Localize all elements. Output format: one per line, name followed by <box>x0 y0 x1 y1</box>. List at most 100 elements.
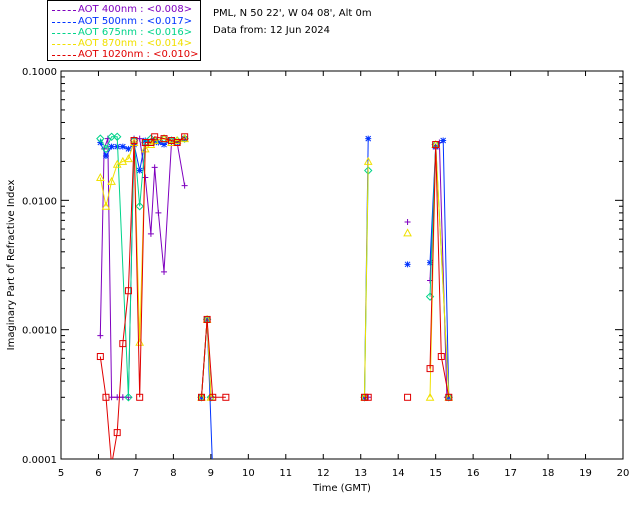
data-point-500nm <box>108 143 115 150</box>
legend-swatch <box>52 33 76 34</box>
y-tick-label: 0.1000 <box>22 67 57 78</box>
site-info: PML, N 50 22', W 04 08', Alt 0m <box>213 8 372 19</box>
x-axis-label: Time (GMT) <box>312 483 371 494</box>
x-tick-label: 14 <box>392 468 405 479</box>
data-point-870nm <box>118 156 128 165</box>
data-point-1020nm <box>109 462 115 468</box>
data-point-500nm <box>365 135 372 142</box>
data-point-500nm <box>136 167 143 174</box>
data-point-400nm <box>108 394 115 401</box>
data-point-1020nm <box>437 353 445 361</box>
series-line-1020nm <box>201 319 226 398</box>
x-tick-label: 17 <box>504 468 517 479</box>
data-point-500nm <box>102 153 109 160</box>
series-line-870nm <box>99 138 185 343</box>
data-point-870nm <box>107 176 116 185</box>
data-point-1020nm <box>130 137 138 145</box>
x-tick-label: 10 <box>242 468 255 479</box>
data-point-400nm <box>155 209 162 216</box>
data-point-1020nm <box>360 393 368 401</box>
data-point-1020nm <box>364 393 372 401</box>
data-point-500nm <box>181 135 188 142</box>
data-point-870nm <box>167 137 176 147</box>
data-point-1020nm <box>119 340 127 348</box>
series-400nm <box>97 135 450 401</box>
data-point-675nm <box>124 393 133 402</box>
data-point-1020nm <box>181 133 189 141</box>
data-point-675nm <box>180 134 189 143</box>
data-point-870nm <box>112 159 122 168</box>
data-point-675nm <box>112 132 122 141</box>
data-point-870nm <box>403 228 412 237</box>
data-point-400nm <box>136 135 143 142</box>
y-tick-label: 0.0010 <box>22 326 57 337</box>
data-point-1020nm <box>96 353 104 361</box>
data-point-675nm <box>159 134 169 143</box>
series-line-500nm <box>429 139 450 398</box>
x-tick-label: 11 <box>279 468 292 479</box>
data-point-1020nm <box>136 393 144 401</box>
data-point-1020nm <box>147 139 155 147</box>
legend-swatch <box>52 44 76 45</box>
x-tick-label: 18 <box>542 468 555 479</box>
x-tick-label: 20 <box>617 468 630 479</box>
data-point-870nm <box>146 139 156 149</box>
x-tick-label: 19 <box>579 468 592 479</box>
data-point-1020nm <box>124 287 132 295</box>
data-point-400nm <box>404 218 411 225</box>
data-point-1020nm <box>209 393 217 401</box>
x-tick-label: 6 <box>95 468 101 479</box>
data-point-400nm <box>142 174 149 181</box>
legend-entry-400nm: AOT 400nm : <0.008> <box>78 4 193 15</box>
data-point-500nm <box>119 143 126 150</box>
data-point-870nm <box>172 135 182 145</box>
x-tick-label: 8 <box>170 468 176 479</box>
data-date: Data from: 12 Jun 2024 <box>213 25 331 36</box>
x-tick-label: 7 <box>133 468 139 479</box>
data-point-1020nm <box>173 139 181 147</box>
series-1020nm <box>96 133 453 468</box>
legend-swatch <box>52 10 76 11</box>
data-point-1020nm <box>445 393 453 401</box>
series-500nm <box>97 135 452 459</box>
legend-entry-500nm: AOT 500nm : <0.017> <box>78 16 193 27</box>
legend-entry-1020nm: AOT 1020nm : <0.010> <box>78 49 199 60</box>
data-point-400nm <box>161 268 168 275</box>
x-tick-label: 5 <box>58 468 64 479</box>
legend-entry-675nm: AOT 675nm : <0.016> <box>78 27 193 38</box>
plot-frame <box>60 70 624 460</box>
data-point-1020nm <box>151 133 159 141</box>
y-tick-label: 0.0001 <box>22 455 57 466</box>
x-tick-label: 16 <box>467 468 480 479</box>
data-point-675nm <box>107 132 116 141</box>
data-point-500nm <box>161 141 168 148</box>
data-point-1020nm <box>102 393 110 401</box>
x-tick-label: 12 <box>317 468 330 479</box>
data-point-500nm <box>142 137 149 144</box>
data-point-870nm <box>425 392 435 401</box>
y-tick-label: 0.0100 <box>22 196 57 207</box>
legend-swatch <box>52 22 76 23</box>
data-point-675nm <box>101 144 111 154</box>
series-870nm <box>96 134 454 401</box>
x-tick-label: 15 <box>429 468 442 479</box>
data-point-400nm <box>147 230 154 237</box>
legend-swatch <box>52 55 76 56</box>
data-point-1020nm <box>198 393 205 401</box>
data-point-870nm <box>96 173 105 182</box>
legend-entry-870nm: AOT 870nm : <0.014> <box>78 38 193 49</box>
data-point-675nm <box>135 202 144 211</box>
data-point-1020nm <box>432 141 440 149</box>
data-point-675nm <box>96 134 105 143</box>
data-point-1020nm <box>426 365 434 373</box>
data-point-1020nm <box>404 393 412 401</box>
data-point-1020nm <box>222 393 230 401</box>
legend: AOT 400nm : <0.008> AOT 500nm : <0.017> … <box>47 0 201 61</box>
data-point-870nm <box>124 154 133 163</box>
y-axis-label: Imaginary Part of Refractive Index <box>6 180 17 351</box>
series-line-870nm <box>364 161 369 398</box>
x-tick-label: 9 <box>208 468 214 479</box>
data-point-1020nm <box>160 135 168 143</box>
data-point-1020nm <box>113 429 121 437</box>
